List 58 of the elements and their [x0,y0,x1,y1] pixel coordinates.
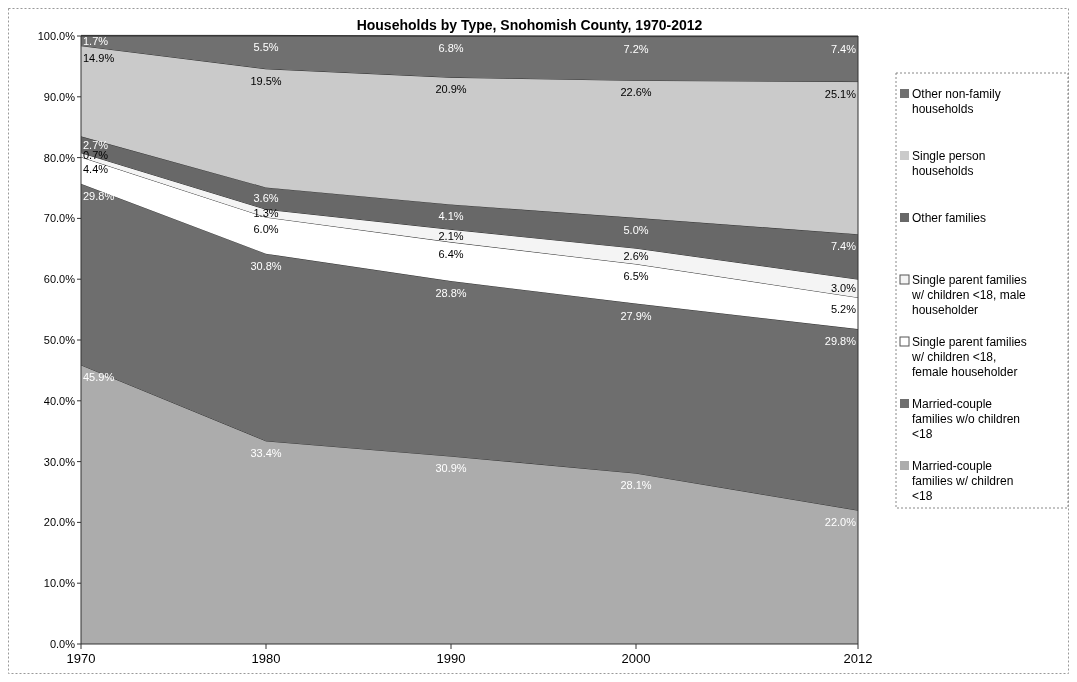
data-label: 1.3% [253,207,279,220]
data-label: 45.9% [83,370,115,383]
y-tick-label: 70.0% [43,212,76,225]
y-tick-label: 60.0% [43,273,76,286]
data-label: 7.4% [830,240,857,253]
data-label: 5.2% [830,303,857,316]
y-tick-label: 100.0% [37,30,76,42]
legend-label: Other non-family households [912,87,1001,116]
x-tick-label: 1970 [66,651,96,666]
data-label: 5.5% [253,41,279,54]
data-label: 6.0% [253,223,279,236]
data-label: 4.4% [83,162,109,175]
data-label: 27.9% [620,309,652,322]
data-label: 4.1% [438,210,464,223]
data-label: 29.8% [824,335,857,348]
y-tick-label: 10.0% [43,577,76,590]
data-label: 20.9% [435,83,467,96]
x-tick-label: 2000 [621,651,651,666]
data-label: 2.6% [623,250,649,263]
data-label: 2.7% [83,138,109,151]
data-label: 7.2% [623,42,649,55]
x-tick-label: 2012 [843,651,873,666]
data-label: 5.0% [623,223,649,236]
chart-title: Households by Type, Snohomish County, 1970-2012 [356,17,703,33]
data-label: 7.4% [830,42,857,55]
legend-label: Married-couple families w/o children <18 [912,397,1021,441]
data-label: 0.7% [83,148,109,161]
data-label: 2.1% [438,229,464,242]
y-tick-label: 20.0% [43,516,76,529]
legend-label: Single person households [912,149,986,178]
data-label: 6.8% [438,42,464,54]
data-label: 25.1% [824,87,857,100]
y-tick-label: 0.0% [49,638,76,650]
data-label: 6.5% [623,270,649,282]
legend-label: Single parent families w/ children <18, male householder [911,273,1027,317]
data-label: 22.6% [620,86,652,99]
legend-label: Single parent families w/ children <18, female householder [911,335,1027,379]
data-label: 1.7% [83,34,109,47]
data-label: 33.4% [250,446,282,459]
data-label: 3.0% [830,282,857,295]
data-label: 22.0% [824,516,857,529]
y-tick-label: 40.0% [43,394,76,407]
data-label: 3.6% [253,192,279,205]
y-tick-label: 50.0% [43,334,76,346]
data-label: 14.9% [83,51,115,64]
y-tick-label: 80.0% [43,151,76,164]
legend-label: Married-couple families w/ children <18 [912,459,1014,503]
y-tick-label: 30.0% [43,455,76,468]
data-label: 28.8% [435,287,467,300]
x-tick-label: 1990 [436,651,466,666]
data-label: 6.4% [438,248,464,261]
data-label: 30.8% [250,259,282,272]
x-tick-label: 1980 [251,651,281,666]
y-tick-label: 90.0% [43,90,76,103]
data-label: 19.5% [250,74,282,87]
data-label: 30.9% [435,462,467,475]
legend-label: Other families [912,211,987,225]
data-label: 28.1% [620,479,652,492]
